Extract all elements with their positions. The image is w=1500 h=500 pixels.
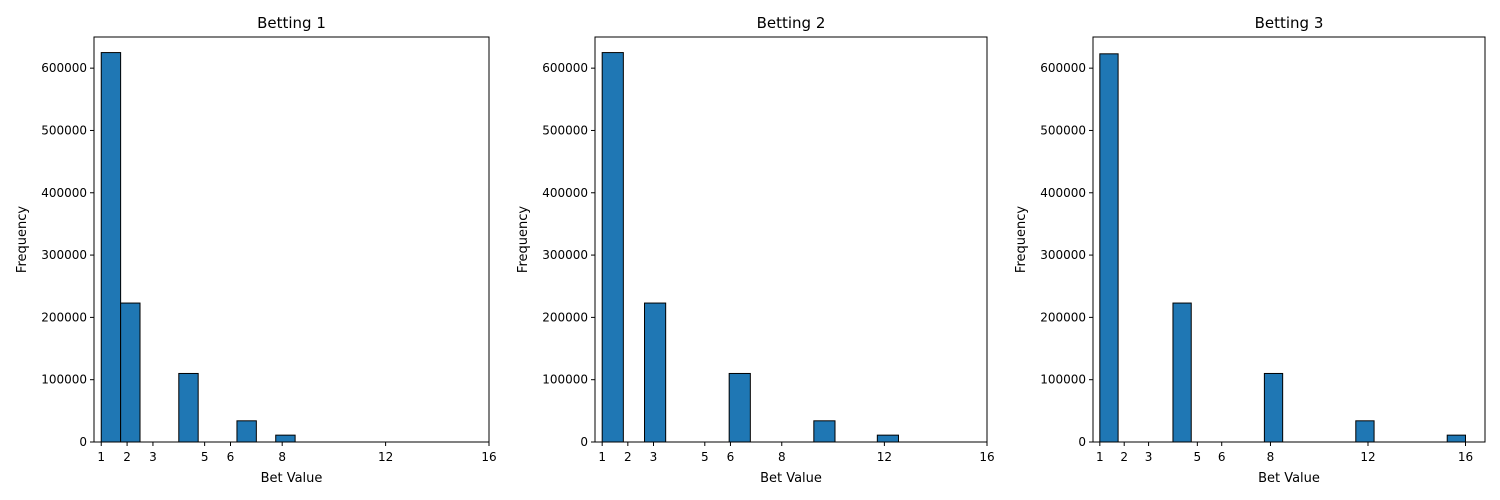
x-tick-label: 1 [598, 450, 606, 464]
x-tick-label: 16 [979, 450, 994, 464]
histogram-bar [1172, 302, 1192, 443]
axes-frame [1092, 36, 1486, 443]
x-tick-label: 1 [1096, 450, 1104, 464]
chart-panel-2: 1 2 3 5 6 8 12 16010000020000030000040000050000… [516, 14, 995, 486]
y-tick-label: 300000 [1040, 248, 1086, 262]
y-tick-label: 100000 [1040, 373, 1086, 387]
axes-frame [93, 36, 490, 443]
x-tick-label: 12 [877, 450, 892, 464]
x-tick-label: 16 [1458, 450, 1473, 464]
x-tick-label: 5 [201, 450, 209, 464]
x-axis-label: Bet Value [261, 471, 323, 486]
x-tick-label: 8 [1267, 450, 1275, 464]
y-tick-label: 500000 [1040, 123, 1086, 137]
y-tick-label: 0 [1078, 435, 1086, 449]
y-tick-label: 200000 [542, 310, 588, 324]
x-tick-label: 3 [650, 450, 658, 464]
y-axis-label: Frequency [1014, 206, 1029, 273]
x-tick-label: 8 [778, 450, 786, 464]
y-tick-label: 500000 [542, 123, 588, 137]
x-tick-label: 1 [97, 450, 105, 464]
histogram-bar [100, 52, 122, 443]
y-tick-label: 0 [580, 435, 588, 449]
histogram-bar [601, 52, 624, 443]
histogram-bar [876, 434, 899, 443]
histogram-bar [1263, 372, 1284, 443]
y-tick-label: 200000 [41, 310, 87, 324]
x-tick-label: 8 [278, 450, 286, 464]
y-tick-label: 400000 [542, 186, 588, 200]
histogram-bar [120, 302, 141, 443]
y-tick-label: 400000 [1040, 186, 1086, 200]
y-tick-label: 500000 [41, 123, 87, 137]
y-tick-label: 600000 [41, 61, 87, 75]
histogram-bar [236, 420, 257, 443]
histogram-bar [644, 302, 667, 443]
histogram-bar [813, 420, 836, 443]
chart-panel-1: 1 2 3 5 6 8 12 16010000020000030000040000050000… [15, 14, 497, 486]
chart-title: Betting 1 [257, 14, 326, 32]
y-axis-label: Frequency [516, 206, 531, 273]
x-tick-label: 2 [1120, 450, 1128, 464]
chart-panel-3: 1 2 3 5 6 8 12 16010000020000030000040000050000… [1014, 14, 1486, 486]
x-tick-label: 6 [1218, 450, 1226, 464]
histogram-bar [1355, 420, 1375, 443]
y-tick-label: 300000 [41, 248, 87, 262]
x-tick-label: 6 [227, 450, 235, 464]
x-tick-label: 12 [378, 450, 393, 464]
histogram-bar [178, 372, 199, 443]
y-tick-label: 100000 [542, 373, 588, 387]
y-tick-label: 300000 [542, 248, 588, 262]
x-tick-label: 5 [701, 450, 709, 464]
y-tick-label: 600000 [542, 61, 588, 75]
x-tick-label: 3 [1145, 450, 1153, 464]
y-tick-label: 400000 [41, 186, 87, 200]
x-tick-label: 2 [624, 450, 632, 464]
x-tick-label: 12 [1360, 450, 1375, 464]
y-tick-label: 600000 [1040, 61, 1086, 75]
x-tick-label: 3 [149, 450, 157, 464]
histogram-bar [728, 372, 751, 443]
x-tick-label: 6 [727, 450, 735, 464]
histogram-bar [1099, 53, 1119, 443]
histogram-bar [1446, 434, 1466, 443]
x-tick-label: 2 [123, 450, 131, 464]
x-axis-label: Bet Value [1258, 471, 1320, 486]
histogram-bar [275, 434, 296, 443]
y-tick-label: 0 [79, 435, 87, 449]
x-axis-label: Bet Value [760, 471, 822, 486]
y-tick-label: 200000 [1040, 310, 1086, 324]
chart-title: Betting 3 [1255, 14, 1324, 32]
x-tick-label: 5 [1194, 450, 1202, 464]
axes-frame [594, 36, 988, 443]
x-tick-label: 16 [481, 450, 496, 464]
y-tick-label: 100000 [41, 373, 87, 387]
chart-title: Betting 2 [757, 14, 826, 32]
y-axis-label: Frequency [15, 206, 30, 273]
